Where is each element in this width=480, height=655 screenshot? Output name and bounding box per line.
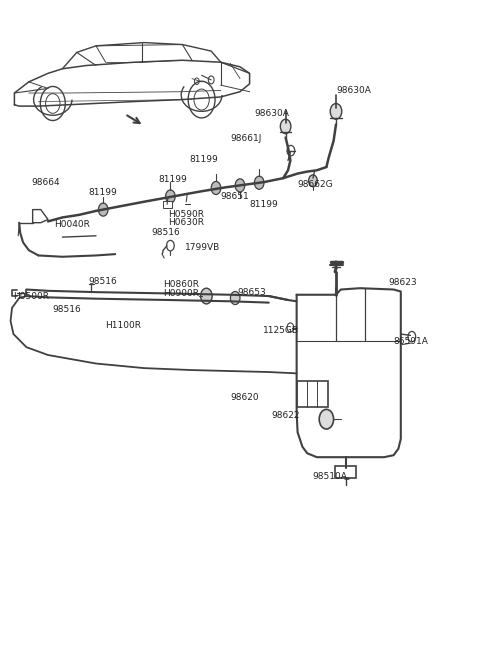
Circle shape: [309, 175, 317, 187]
Text: 98653: 98653: [238, 288, 266, 297]
Text: 86591A: 86591A: [394, 337, 429, 346]
Circle shape: [280, 119, 291, 134]
Text: 98516: 98516: [89, 277, 118, 286]
Circle shape: [330, 103, 342, 119]
Text: 98630A: 98630A: [336, 86, 371, 95]
Text: H0590R: H0590R: [168, 210, 204, 219]
Text: 98516: 98516: [151, 228, 180, 237]
Text: 1125GB: 1125GB: [263, 326, 299, 335]
Text: 81199: 81199: [89, 188, 118, 197]
Bar: [335, 466, 356, 478]
Text: 98622: 98622: [271, 411, 300, 421]
Text: 1799VB: 1799VB: [185, 243, 220, 252]
Circle shape: [211, 181, 221, 195]
Circle shape: [230, 291, 240, 305]
Text: 98623: 98623: [389, 278, 418, 288]
Circle shape: [166, 190, 175, 203]
Text: 81199: 81199: [158, 175, 187, 184]
Text: 98651: 98651: [221, 192, 250, 201]
Text: 98516: 98516: [53, 305, 82, 314]
Circle shape: [319, 409, 334, 429]
Text: 98630A: 98630A: [254, 109, 289, 118]
Circle shape: [254, 176, 264, 189]
Text: 81199: 81199: [190, 155, 218, 164]
Bar: [297, 381, 328, 407]
Text: 98620: 98620: [230, 393, 259, 402]
Text: H0900R: H0900R: [163, 289, 199, 298]
Text: 98661J: 98661J: [230, 134, 262, 143]
Text: 81199: 81199: [250, 200, 278, 209]
Text: H1100R: H1100R: [106, 321, 142, 330]
Text: H0500R: H0500R: [13, 291, 49, 301]
Text: H0630R: H0630R: [168, 218, 204, 227]
Text: H0040R: H0040R: [54, 219, 90, 229]
Bar: [163, 201, 172, 208]
Circle shape: [235, 179, 245, 192]
Text: 98662G: 98662G: [298, 180, 333, 189]
Text: H0860R: H0860R: [163, 280, 199, 290]
Text: 98664: 98664: [31, 178, 60, 187]
Circle shape: [98, 203, 108, 216]
Circle shape: [201, 288, 212, 304]
Text: 98510A: 98510A: [312, 472, 347, 481]
